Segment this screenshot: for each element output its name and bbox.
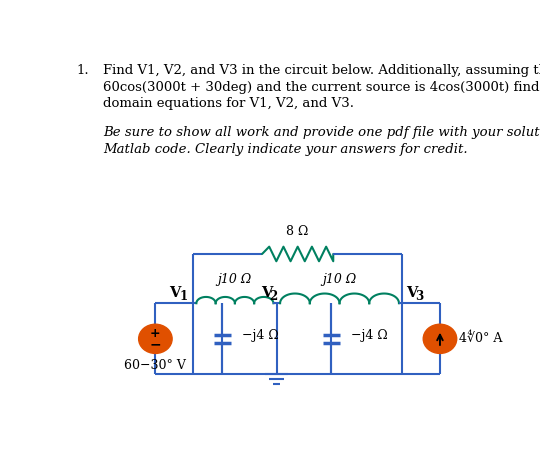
Text: 1.: 1.	[77, 64, 89, 77]
Text: 8 Ω: 8 Ω	[287, 225, 309, 237]
Text: 1: 1	[180, 290, 188, 303]
Text: Find V1, V2, and V3 in the circuit below. Additionally, assuming the voltage sou: Find V1, V2, and V3 in the circuit below…	[103, 64, 540, 77]
Text: 60−30° V: 60−30° V	[124, 359, 186, 372]
Text: 2: 2	[269, 290, 278, 303]
Text: 4∜0° A: 4∜0° A	[459, 332, 502, 346]
Text: V: V	[261, 286, 273, 300]
Text: j10 Ω: j10 Ω	[218, 273, 252, 286]
Text: −j4 Ω: −j4 Ω	[242, 329, 279, 342]
Text: +: +	[150, 327, 161, 340]
Text: 60cos(3000t + 30deg) and the current source is 4cos(3000t) find the steady state: 60cos(3000t + 30deg) and the current sou…	[103, 81, 540, 93]
Text: Be sure to show all work and provide one pdf file with your solution including a: Be sure to show all work and provide one…	[103, 126, 540, 139]
Circle shape	[423, 324, 457, 354]
Text: −: −	[150, 337, 161, 352]
Circle shape	[139, 324, 172, 354]
Text: domain equations for V1, V2, and V3.: domain equations for V1, V2, and V3.	[103, 97, 354, 110]
Text: V: V	[169, 286, 180, 300]
Text: Matlab code. Clearly indicate your answers for credit.: Matlab code. Clearly indicate your answe…	[103, 143, 468, 155]
Text: −j4 Ω: −j4 Ω	[351, 329, 388, 342]
Text: j10 Ω: j10 Ω	[322, 273, 356, 286]
Text: 3: 3	[415, 290, 423, 303]
Text: V: V	[406, 286, 417, 300]
